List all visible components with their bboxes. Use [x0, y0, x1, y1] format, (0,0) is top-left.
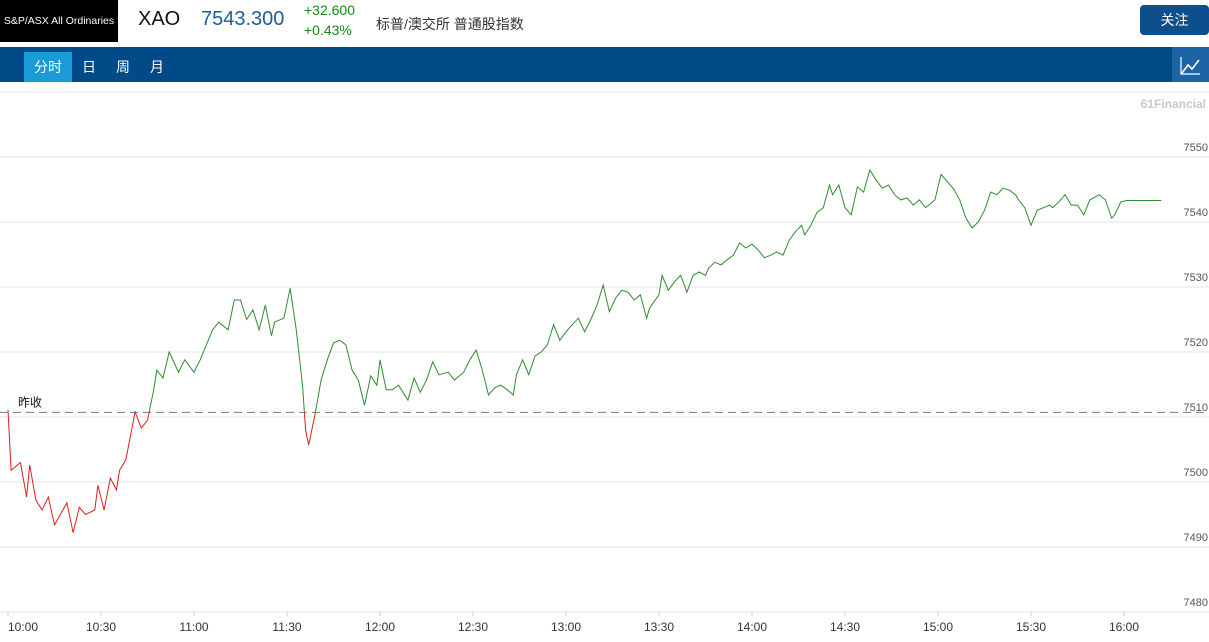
x-tick-label: 14:00: [737, 620, 767, 634]
index-name: 标普/澳交所 普通股指数: [376, 16, 524, 32]
tab[interactable]: 日: [82, 59, 96, 75]
x-tick-label: 13:30: [644, 620, 674, 634]
x-tick-label: 14:30: [830, 620, 860, 634]
change-percent: +0.43%: [304, 22, 352, 38]
nav-bar: 分时日 周 月: [0, 47, 1209, 82]
chart: 61Financial 7480 7490 7500 7510 7520 7530 7540…: [0, 91, 1209, 634]
icon-graphic: [1180, 57, 1200, 75]
x-tick-label: 10:30: [86, 620, 116, 634]
y-tick-label: 7480: [1184, 597, 1208, 609]
y-tick-label: 7530: [1184, 272, 1208, 284]
change: +32.600: [304, 2, 355, 18]
chart-icon[interactable]: [1172, 47, 1209, 82]
price: 7543.300: [201, 8, 285, 30]
x-tick-label: 12:00: [365, 620, 395, 634]
y-tick-label: 7500: [1184, 467, 1208, 479]
header: S&P/ASX All Ordinaries XAO 7543.300 +32.…: [0, 0, 1209, 44]
symbol: XAO: [138, 8, 181, 30]
x-tick-label: 11:00: [179, 620, 208, 634]
x-tick-label: 16:00: [1109, 620, 1139, 634]
x-tick-label: 15:00: [923, 620, 953, 634]
y-tick-label: 7490: [1184, 532, 1208, 544]
price-line: [7, 168, 1162, 533]
previous-close-label: 昨收: [18, 395, 42, 409]
tab[interactable]: 周: [116, 59, 130, 75]
x-tick-label: 12:30: [458, 620, 488, 634]
x-tick-label: 11:30: [272, 620, 301, 634]
y-tick-label: 7550: [1184, 142, 1208, 154]
watermark: 61Financial: [1141, 97, 1206, 111]
x-tick-label: 10:00: [8, 620, 38, 634]
x-tick-label: 13:00: [551, 620, 581, 634]
y-tick-label: 7520: [1184, 337, 1208, 349]
y-tick-label: 7510: [1184, 402, 1208, 414]
y-tick-label: 7540: [1184, 207, 1208, 219]
tab[interactable]: 月: [150, 59, 164, 75]
follow-button[interactable]: 关注: [1140, 5, 1209, 35]
x-tick-label: 15:30: [1016, 620, 1046, 634]
logo: S&P/ASX All Ordinaries: [0, 0, 118, 42]
tab[interactable]: 分时: [24, 52, 72, 82]
